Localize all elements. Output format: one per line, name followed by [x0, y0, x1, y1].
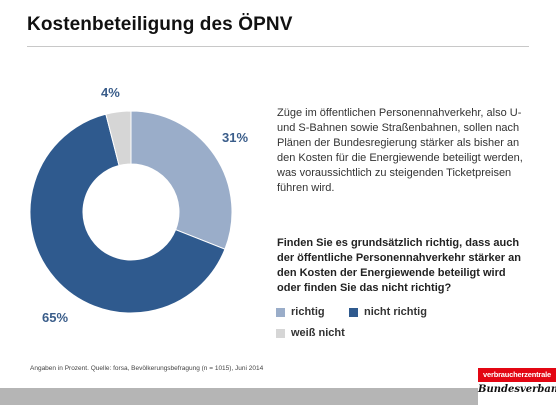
intro-text: Züge im öffentlichen Personennahverkehr,…: [277, 107, 523, 194]
legend-swatch-nicht-richtig: [349, 307, 358, 317]
legend-item-richtig: richtig: [276, 306, 325, 318]
legend-label-nicht-richtig: nicht richtig: [364, 306, 427, 318]
slice-weiss-nicht: [105, 110, 132, 167]
label-nicht-richtig: 65%: [42, 310, 69, 325]
slice-richtig: [130, 110, 233, 250]
label-weiss-nicht: 4%: [101, 85, 120, 100]
legend-swatch-richtig: [276, 307, 285, 317]
source-note: Angaben in Prozent. Quelle: forsa, Bevöl…: [30, 365, 264, 372]
legend-label-weiss-nicht: weiß nicht: [291, 327, 345, 339]
logo-wordmark: verbraucherzentrale: [478, 368, 556, 382]
label-richtig: 31%: [222, 130, 249, 145]
vzbv-logo: verbraucherzentrale Bundesverband: [478, 368, 556, 405]
legend-item-nicht-richtig: nicht richtig: [349, 306, 427, 318]
footer-bar: [0, 388, 556, 405]
legend-label-richtig: richtig: [291, 306, 325, 318]
legend-item-weiss-nicht: weiß nicht: [276, 327, 345, 339]
question-text: Finden Sie es grundsätzlich richtig, das…: [277, 237, 521, 294]
legend-swatch-weiss-nicht: [276, 328, 285, 338]
title-divider: [27, 46, 529, 47]
chart-title: Kostenbeteiligung des ÖPNV: [27, 14, 293, 35]
logo-subtitle: Bundesverband: [478, 384, 556, 395]
slice-nicht-richtig: [29, 113, 226, 314]
